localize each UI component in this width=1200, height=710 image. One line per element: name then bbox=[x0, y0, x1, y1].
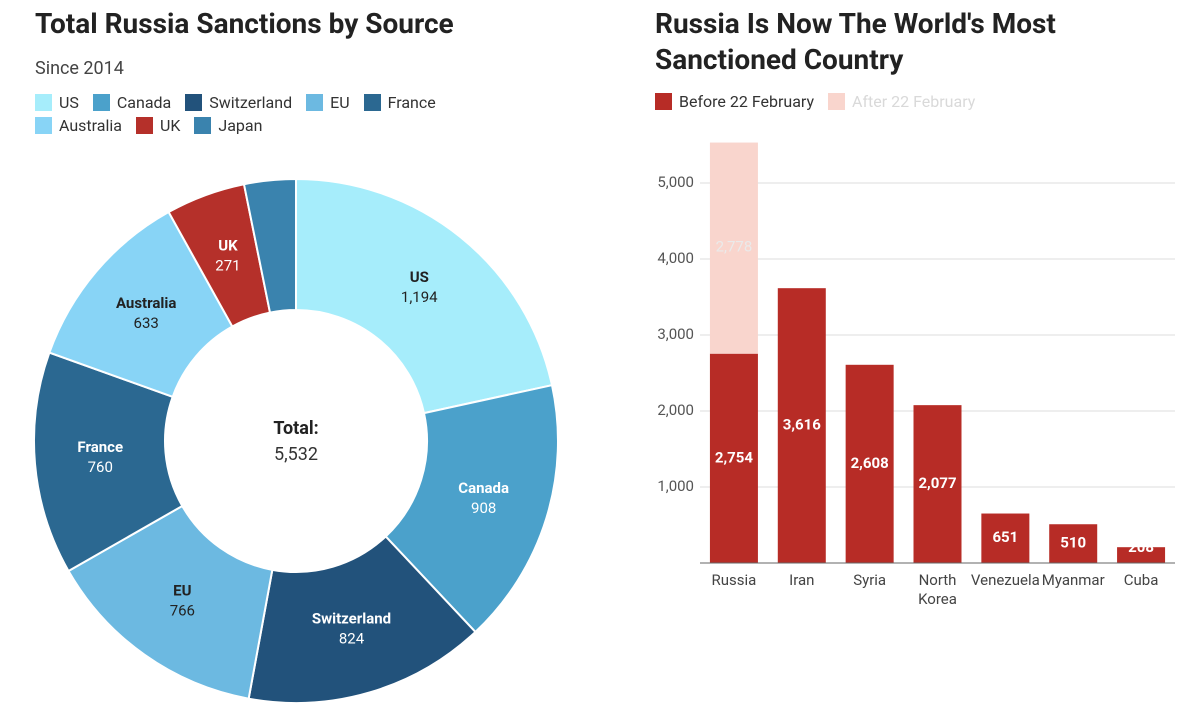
bar-value-label: 2,778 bbox=[716, 238, 753, 256]
bar-value-label: 510 bbox=[1060, 534, 1086, 552]
bar-value-label: 2,608 bbox=[851, 454, 889, 472]
legend-swatch bbox=[828, 93, 846, 110]
bar-segment bbox=[777, 288, 826, 563]
legend-label: EU bbox=[330, 93, 350, 112]
slice-name: EU bbox=[173, 581, 191, 599]
legend-item: Before 22 February bbox=[655, 92, 814, 111]
legend-item: US bbox=[35, 93, 79, 112]
legend-label: UK bbox=[159, 116, 181, 135]
slice-name: France bbox=[77, 438, 123, 456]
legend-swatch bbox=[185, 94, 203, 111]
bar-segment bbox=[845, 364, 894, 563]
center-total: 5,532 bbox=[274, 444, 318, 465]
legend-label: France bbox=[387, 93, 436, 112]
y-tick-label: 3,000 bbox=[657, 325, 694, 343]
center-label: Total: bbox=[273, 418, 318, 439]
slice-name: UK bbox=[218, 237, 238, 255]
slice-name: Australia bbox=[116, 294, 176, 312]
bar-title: Russia Is Now The World's Most Sanctione… bbox=[655, 7, 1056, 76]
legend-item: After 22 February bbox=[828, 92, 975, 111]
bar-value-label: 651 bbox=[992, 528, 1018, 546]
slice-value-label: 1,194 bbox=[401, 288, 438, 306]
legend-swatch bbox=[363, 94, 381, 111]
x-tick-label: Russia bbox=[711, 571, 757, 589]
bar-segment bbox=[1049, 524, 1098, 563]
slice-value-label: 908 bbox=[471, 499, 496, 517]
bar-value-label: 208 bbox=[1128, 538, 1154, 556]
bar-segment bbox=[981, 513, 1030, 563]
legend-item: Canada bbox=[92, 93, 172, 112]
y-tick-label: 4,000 bbox=[657, 249, 694, 267]
donut-slice bbox=[384, 383, 559, 634]
bar-legend: Before 22 February After 22 February bbox=[655, 92, 1155, 111]
legend-item: UK bbox=[135, 116, 181, 135]
slice-name: Canada bbox=[458, 479, 509, 497]
legend-label: Before 22 February bbox=[679, 92, 815, 111]
x-tick-label: Iran bbox=[789, 571, 815, 589]
legend-item: France bbox=[363, 93, 436, 112]
slice-value-label: 824 bbox=[339, 629, 365, 647]
legend-swatch bbox=[655, 93, 672, 110]
x-tick-label: Venezuela bbox=[970, 571, 1040, 589]
bar-segment bbox=[709, 353, 758, 563]
legend-label: US bbox=[59, 93, 79, 112]
slice-name: Switzerland bbox=[312, 609, 391, 627]
legend-swatch bbox=[35, 117, 52, 134]
pie-title: Total Russia Sanctions by Source bbox=[35, 7, 454, 40]
donut-slice bbox=[33, 351, 184, 573]
bar-segment bbox=[709, 142, 758, 354]
legend-item: Japan bbox=[194, 116, 262, 135]
legend-swatch bbox=[135, 117, 153, 134]
pie-legend: US Canada Switzerland EU France Australia UK Ja… bbox=[35, 93, 475, 135]
x-tick-label: Myanmar bbox=[1041, 571, 1105, 589]
bar-segment bbox=[1117, 547, 1166, 563]
slice-value-label: 766 bbox=[170, 601, 195, 619]
legend-item: Australia bbox=[35, 116, 122, 135]
y-tick-label: 2,000 bbox=[657, 401, 694, 419]
legend-item: EU bbox=[306, 93, 350, 112]
slice-value-label: 633 bbox=[134, 314, 159, 332]
bar-segment bbox=[913, 405, 962, 563]
legend-label: Canada bbox=[116, 93, 172, 112]
legend-label: Japan bbox=[218, 116, 263, 135]
donut-slice bbox=[295, 177, 554, 415]
x-tick-label: Syria bbox=[853, 571, 887, 589]
donut-slice bbox=[242, 177, 297, 314]
y-tick-label: 5,000 bbox=[657, 173, 694, 191]
slice-name: US bbox=[410, 268, 429, 286]
donut-slice bbox=[247, 535, 477, 704]
legend-label: Switzerland bbox=[209, 93, 293, 112]
legend-label: After 22 February bbox=[852, 92, 976, 111]
slice-value-label: 271 bbox=[215, 257, 240, 275]
legend-swatch bbox=[35, 94, 52, 111]
x-tick-label: Cuba bbox=[1123, 571, 1159, 589]
legend-swatch bbox=[194, 117, 212, 134]
donut-slice bbox=[67, 504, 274, 700]
legend-label: Australia bbox=[59, 116, 122, 135]
x-tick-label: North Korea bbox=[918, 571, 957, 608]
bar-value-label: 3,616 bbox=[783, 416, 822, 434]
legend-swatch bbox=[92, 94, 110, 111]
legend-item: Switzerland bbox=[185, 93, 292, 112]
bar-value-label: 2,754 bbox=[715, 448, 754, 466]
legend-swatch bbox=[306, 94, 324, 111]
bar-value-label: 2,077 bbox=[918, 474, 956, 492]
pie-subtitle: Since 2014 bbox=[35, 58, 124, 79]
y-tick-label: 1,000 bbox=[657, 477, 694, 495]
slice-value-label: 760 bbox=[88, 458, 113, 476]
